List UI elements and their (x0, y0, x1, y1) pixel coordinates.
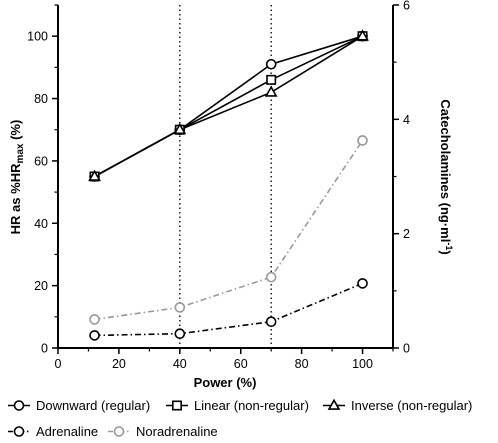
legend-marker (13, 426, 25, 437)
legend-item: Noradrenaline (108, 424, 218, 439)
data-point (266, 74, 277, 85)
legend-label: Inverse (non-regular) (351, 398, 472, 413)
x-tick-label: 80 (295, 357, 309, 371)
legend-marker (113, 426, 125, 437)
legend-marker (327, 398, 341, 410)
legend-item: Downward (regular) (8, 398, 150, 413)
data-point (88, 169, 101, 181)
data-point (174, 328, 186, 340)
series-line-adrenaline (94, 282, 363, 337)
legend-marker (172, 400, 183, 411)
series-lines (94, 35, 364, 337)
series-line-noradrenaline (94, 140, 364, 321)
data-point (173, 122, 187, 135)
y-right-title-suffix: ) (438, 250, 453, 254)
x-tick-label: 60 (234, 357, 248, 371)
series-line-inverse-non-regular (94, 35, 363, 178)
series-line-downward-regular (94, 35, 363, 178)
y-right-ticks: 0 2 4 6 (393, 0, 410, 356)
data-point (265, 58, 277, 70)
y-left-title-suffix: (%) (8, 120, 23, 144)
data-point (174, 302, 186, 313)
y-right-tick-label: 6 (403, 0, 410, 13)
legend: Downward (regular) Linear (non-regular) In… (8, 398, 472, 439)
x-tick-label: 100 (352, 357, 373, 371)
x-tick-label: 0 (55, 357, 62, 371)
data-point (264, 85, 278, 97)
y-right-tick-label: 0 (403, 342, 410, 356)
data-point (357, 278, 368, 289)
x-axis-title: Power (%) (194, 375, 257, 390)
y-left-tick-label: 20 (34, 279, 48, 293)
legend-item: Adrenaline (8, 424, 98, 439)
legend-label: Linear (non-regular) (194, 398, 309, 413)
data-point (89, 314, 100, 325)
x-tick-label: 40 (173, 357, 187, 371)
y-left-tick-label: 60 (34, 154, 48, 168)
reference-lines (179, 5, 272, 348)
y-right-tick-label: 4 (403, 113, 410, 127)
legend-item: Linear (non-regular) (166, 398, 309, 413)
data-point (265, 271, 277, 283)
data-point (357, 135, 368, 146)
y-left-tick-label: 40 (34, 217, 48, 231)
data-point (265, 316, 277, 328)
y-left-tick-label: 80 (34, 92, 48, 106)
data-point (356, 29, 369, 41)
y-left-tick-label: 100 (27, 30, 48, 44)
legend-label: Adrenaline (36, 424, 98, 439)
series-line-linear-non-regular (94, 35, 363, 178)
x-ticks: 0 20 40 60 80 100 (55, 348, 394, 371)
y-axis-left-title: HR as %HRmax (%) (8, 120, 26, 235)
y-right-tick-label: 2 (403, 227, 410, 241)
y-right-title-main: Catecholamines (ng·ml (438, 99, 453, 242)
legend-marker (13, 400, 25, 411)
legend-item: Inverse (non-regular) (323, 398, 472, 413)
legend-label: Noradrenaline (136, 424, 218, 439)
series-markers (88, 29, 369, 341)
y-axis-right-title: Catecholamines (ng·ml-1) (438, 99, 454, 254)
legend-label: Downward (regular) (36, 398, 150, 413)
y-right-title-sup: -1 (444, 242, 454, 250)
data-point (89, 330, 100, 341)
y-left-title-main: HR as %HR (8, 163, 23, 234)
y-left-tick-label: 0 (41, 342, 48, 356)
x-tick-label: 20 (112, 357, 126, 371)
y-left-ticks: 0 20 40 60 80 100 (27, 4, 58, 356)
y-left-title-sub: max (15, 143, 26, 163)
axes (57, 5, 394, 349)
